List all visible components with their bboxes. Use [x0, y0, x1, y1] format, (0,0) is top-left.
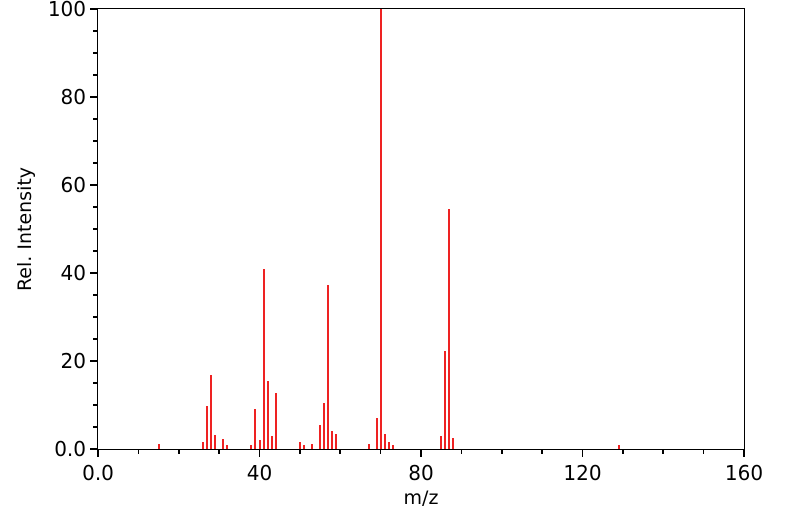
x-axis-minor-tick	[299, 449, 301, 454]
y-axis-minor-tick	[93, 426, 98, 428]
spectrum-peak	[617, 444, 620, 449]
y-axis-tick-label: 40	[60, 261, 86, 285]
x-axis-minor-tick	[622, 449, 624, 454]
spectrum-peak	[440, 435, 443, 449]
spectrum-peak	[452, 438, 455, 449]
x-axis-major-tick	[97, 449, 99, 457]
spectrum-peak	[157, 444, 160, 449]
spectrum-peak	[250, 444, 253, 449]
spectrum-peak	[254, 409, 257, 449]
x-axis-tick-label: 80	[408, 461, 434, 485]
y-axis-tick-label: 80	[60, 85, 86, 109]
y-axis-minor-tick	[93, 118, 98, 120]
spectrum-peak	[327, 285, 330, 449]
y-axis-minor-tick	[93, 294, 98, 296]
spectrum-peak	[206, 405, 208, 449]
y-axis-minor-tick	[93, 338, 98, 340]
x-axis-minor-tick	[379, 449, 382, 454]
y-axis-minor-tick	[93, 228, 98, 230]
y-axis-minor-tick	[93, 206, 98, 208]
y-axis-minor-tick	[93, 30, 98, 32]
spectrum-peak	[270, 435, 273, 449]
spectrum-peak	[367, 443, 370, 449]
y-axis-major-tick	[90, 96, 98, 98]
spectrum-peak	[319, 424, 322, 449]
x-axis-tick-label: 40	[246, 461, 273, 485]
y-axis-minor-tick	[93, 250, 98, 252]
spectrum-peak	[375, 418, 378, 449]
spectrum-peak	[214, 434, 217, 449]
spectrum-peak	[331, 431, 334, 449]
spectrum-peak	[210, 375, 213, 449]
spectrum-peak	[310, 443, 313, 449]
spectrum-peak	[262, 268, 265, 449]
x-axis-major-tick	[743, 449, 745, 457]
x-axis-tick-label: 0.0	[82, 461, 114, 485]
y-axis-minor-tick	[93, 74, 98, 76]
plot-area: 0.0 20 40 60 80 100 0.0 40 80 120 160	[48, 0, 763, 483]
spectrum-peak	[383, 433, 386, 449]
y-axis-minor-tick	[93, 52, 98, 54]
x-axis-minor-tick	[177, 449, 180, 454]
spectrum-peak	[444, 350, 447, 449]
spectrum-peak	[335, 433, 338, 449]
spectrum-peak	[379, 9, 382, 449]
y-axis-minor-tick	[93, 140, 98, 142]
spectrum-peak	[274, 392, 277, 449]
y-axis-tick-label: 100	[47, 0, 86, 21]
x-axis-tick-label: 120	[563, 461, 602, 485]
spectrum-peak	[226, 444, 229, 449]
y-axis-major-tick	[90, 272, 98, 274]
x-axis-minor-tick	[339, 449, 342, 454]
x-axis-title: m/z	[403, 487, 439, 509]
y-axis-title: Rel. Intensity	[14, 166, 36, 292]
y-axis-major-tick	[90, 8, 98, 10]
spectrum-peak	[222, 438, 225, 449]
spectrum-peak	[258, 440, 261, 449]
spectrum-peak	[266, 380, 269, 449]
y-axis-minor-tick	[93, 404, 98, 406]
spectrum-peak	[387, 442, 390, 449]
y-axis-tick-label: 0.0	[54, 437, 86, 461]
spectrum-peak	[323, 402, 326, 449]
spectrum-peak	[201, 442, 204, 449]
spectrum-peak	[302, 444, 305, 449]
y-axis-major-tick	[90, 360, 98, 362]
x-axis-minor-tick	[702, 449, 705, 454]
x-axis-minor-tick	[218, 449, 220, 454]
y-axis-tick-label: 60	[60, 173, 86, 197]
x-axis-major-tick	[420, 449, 422, 457]
x-axis-tick-label: 160	[724, 461, 764, 485]
y-axis-major-tick	[90, 448, 98, 450]
x-axis-minor-tick	[662, 449, 665, 454]
y-axis-minor-tick	[93, 316, 98, 318]
y-axis-minor-tick	[93, 382, 98, 384]
x-axis-minor-tick	[500, 449, 503, 454]
y-axis-minor-tick	[93, 162, 98, 164]
x-axis-minor-tick	[137, 449, 140, 454]
x-axis-minor-tick	[541, 449, 543, 454]
spectrum-peak	[298, 442, 301, 449]
x-axis-major-tick	[581, 449, 584, 457]
spectrum-peak	[448, 209, 451, 449]
x-axis-minor-tick	[460, 449, 463, 454]
y-axis-tick-label: 20	[60, 349, 86, 373]
x-axis-major-tick	[258, 449, 261, 457]
spectrum-peak	[391, 444, 394, 449]
y-axis-major-tick	[90, 184, 98, 186]
